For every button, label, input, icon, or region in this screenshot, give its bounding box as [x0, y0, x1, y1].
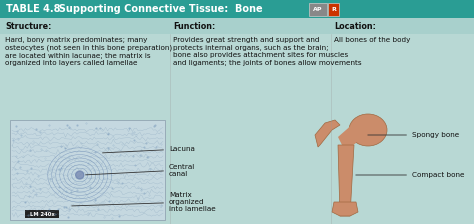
Polygon shape — [315, 120, 340, 147]
Text: Spongy bone: Spongy bone — [368, 132, 459, 138]
Circle shape — [76, 171, 84, 179]
Bar — [10, 120, 165, 220]
Text: Location:: Location: — [334, 22, 376, 30]
Text: LM 240x: LM 240x — [29, 211, 55, 217]
FancyBboxPatch shape — [309, 3, 327, 16]
Polygon shape — [338, 120, 360, 151]
Text: All bones of the body: All bones of the body — [334, 37, 410, 43]
Bar — [0, 18, 474, 34]
Bar — [0, 0, 474, 18]
Text: Lacuna: Lacuna — [102, 146, 195, 153]
Text: Compact bone: Compact bone — [356, 172, 465, 178]
Text: Matrix
organized
into lamellae: Matrix organized into lamellae — [72, 192, 216, 212]
Ellipse shape — [349, 114, 387, 146]
Text: AP: AP — [313, 7, 323, 12]
Bar — [25, 210, 59, 218]
FancyBboxPatch shape — [328, 3, 339, 16]
Text: R: R — [331, 7, 336, 12]
Text: Structure:: Structure: — [5, 22, 51, 30]
Text: TABLE 4.8: TABLE 4.8 — [6, 4, 61, 14]
Text: Central
canal: Central canal — [85, 164, 195, 177]
Polygon shape — [338, 145, 354, 216]
Polygon shape — [332, 202, 358, 216]
Text: Supporting Connective Tissue:  Bone: Supporting Connective Tissue: Bone — [52, 4, 263, 14]
Text: Provides great strength and support and
protects internal organs, such as the br: Provides great strength and support and … — [173, 37, 362, 65]
Bar — [0, 34, 474, 224]
Text: Function:: Function: — [173, 22, 215, 30]
Text: Hard, bony matrix predominates; many
osteocytes (not seen in this bone preparati: Hard, bony matrix predominates; many ost… — [5, 37, 172, 66]
